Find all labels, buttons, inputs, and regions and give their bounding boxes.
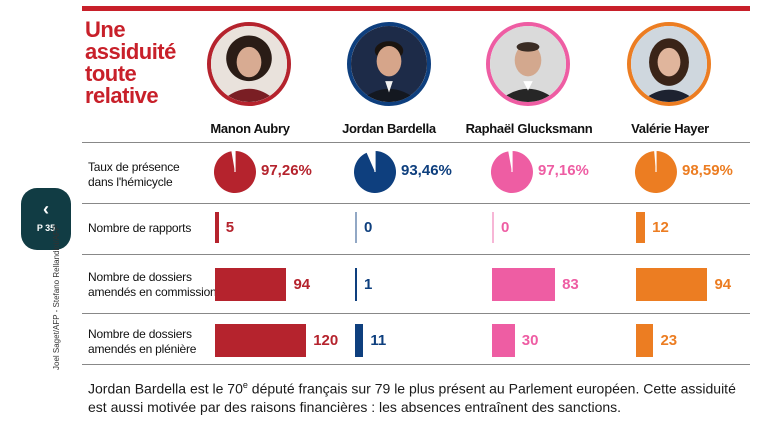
row-label-line: amendés en commission: [88, 285, 217, 299]
metric-value-label: 30: [521, 331, 539, 349]
metric-bar: [215, 324, 307, 357]
person-icon: [490, 26, 566, 102]
row-divider: [82, 142, 750, 143]
metric-value-label: 1: [364, 275, 373, 293]
row-divider: [82, 313, 750, 314]
metric-bar: [492, 324, 515, 357]
presence-pie: [354, 151, 397, 193]
person-icon: [211, 26, 287, 102]
row-divider: [82, 203, 750, 204]
metric-value-label: 94: [293, 275, 311, 293]
metric-value-label: 11: [370, 331, 387, 349]
person-icon: [351, 26, 427, 102]
presence-pie: [490, 151, 533, 193]
row-label-line: dans l'hémicycle: [88, 175, 173, 189]
portrait-raphael-glucksmann: [486, 22, 570, 106]
presence-value-label: 93,46%: [401, 162, 452, 179]
metric-value-label: 12: [652, 218, 669, 236]
metric-bar: [492, 212, 494, 243]
presence-value-label: 97,16%: [538, 162, 589, 179]
metric-bar: [215, 212, 219, 243]
top-rule: [82, 6, 750, 11]
row-label-commission: Nombre de dossiers amendés en commission: [88, 270, 217, 300]
presence-pie: [634, 151, 677, 193]
title-line: relative: [85, 83, 159, 108]
metric-value-label: 94: [714, 275, 732, 293]
row-label-line: amendés en plénière: [88, 342, 197, 356]
photo-credit: Joel Saget/AFP - Stefano Rellandini/AFP: [52, 224, 61, 370]
metric-bar: [492, 268, 556, 301]
row-label-line: Nombre de rapports: [88, 221, 192, 235]
caption-text: député français sur 79 le plus présent a…: [88, 380, 736, 415]
portrait-jordan-bardella: [347, 22, 431, 106]
metric-bar: [355, 268, 357, 301]
caption-text: Jordan Bardella est le 70: [88, 380, 243, 397]
row-divider: [82, 364, 750, 365]
chevron-left-icon: ‹: [43, 199, 49, 219]
title-line: toute: [85, 61, 137, 86]
candidate-name: Valérie Hayer: [631, 121, 709, 136]
row-label-pleniere: Nombre de dossiers amendés en plénière: [88, 327, 196, 357]
title-line: Une: [85, 17, 126, 42]
metric-value-label: 120: [313, 331, 339, 349]
row-label-line: Taux de présence: [88, 160, 180, 174]
portrait-valerie-hayer: [627, 22, 711, 106]
page-title: Une assiduité toute relative: [85, 19, 205, 107]
metric-bar: [355, 212, 357, 243]
caption: Jordan Bardella est le 70e député frança…: [88, 376, 753, 416]
metric-value-label: 23: [660, 331, 678, 349]
title-line: assiduité: [85, 39, 176, 64]
presence-pie: [213, 151, 256, 193]
candidate-name: Jordan Bardella: [342, 121, 436, 136]
row-label-line: Nombre de dossiers: [88, 270, 192, 284]
metric-value-label: 0: [501, 218, 510, 236]
metric-bar: [215, 268, 287, 301]
portrait-manon-aubry: [207, 22, 291, 106]
metric-value-label: 0: [364, 218, 373, 236]
metric-bar: [636, 268, 708, 301]
metric-value-label: 83: [562, 275, 579, 293]
presence-value-label: 98,59%: [682, 162, 733, 179]
candidate-name: Manon Aubry: [210, 121, 290, 136]
back-page-button[interactable]: ‹ P 35: [21, 188, 71, 250]
page-number: P 35: [36, 223, 56, 233]
presence-value-label: 97,26%: [261, 162, 312, 179]
metric-bar: [355, 324, 364, 357]
row-divider: [82, 254, 750, 255]
candidate-name: Raphaël Glucksmann: [465, 121, 593, 136]
row-label-line: Nombre de dossiers: [88, 327, 192, 341]
caption-superscript: e: [242, 380, 248, 390]
metric-bar: [636, 212, 646, 243]
metric-bar: [636, 324, 654, 357]
row-label-presence: Taux de présence dans l'hémicycle: [88, 160, 180, 190]
person-icon: [631, 26, 707, 102]
row-label-rapports: Nombre de rapports: [88, 221, 191, 236]
metric-value-label: 5: [225, 218, 235, 236]
